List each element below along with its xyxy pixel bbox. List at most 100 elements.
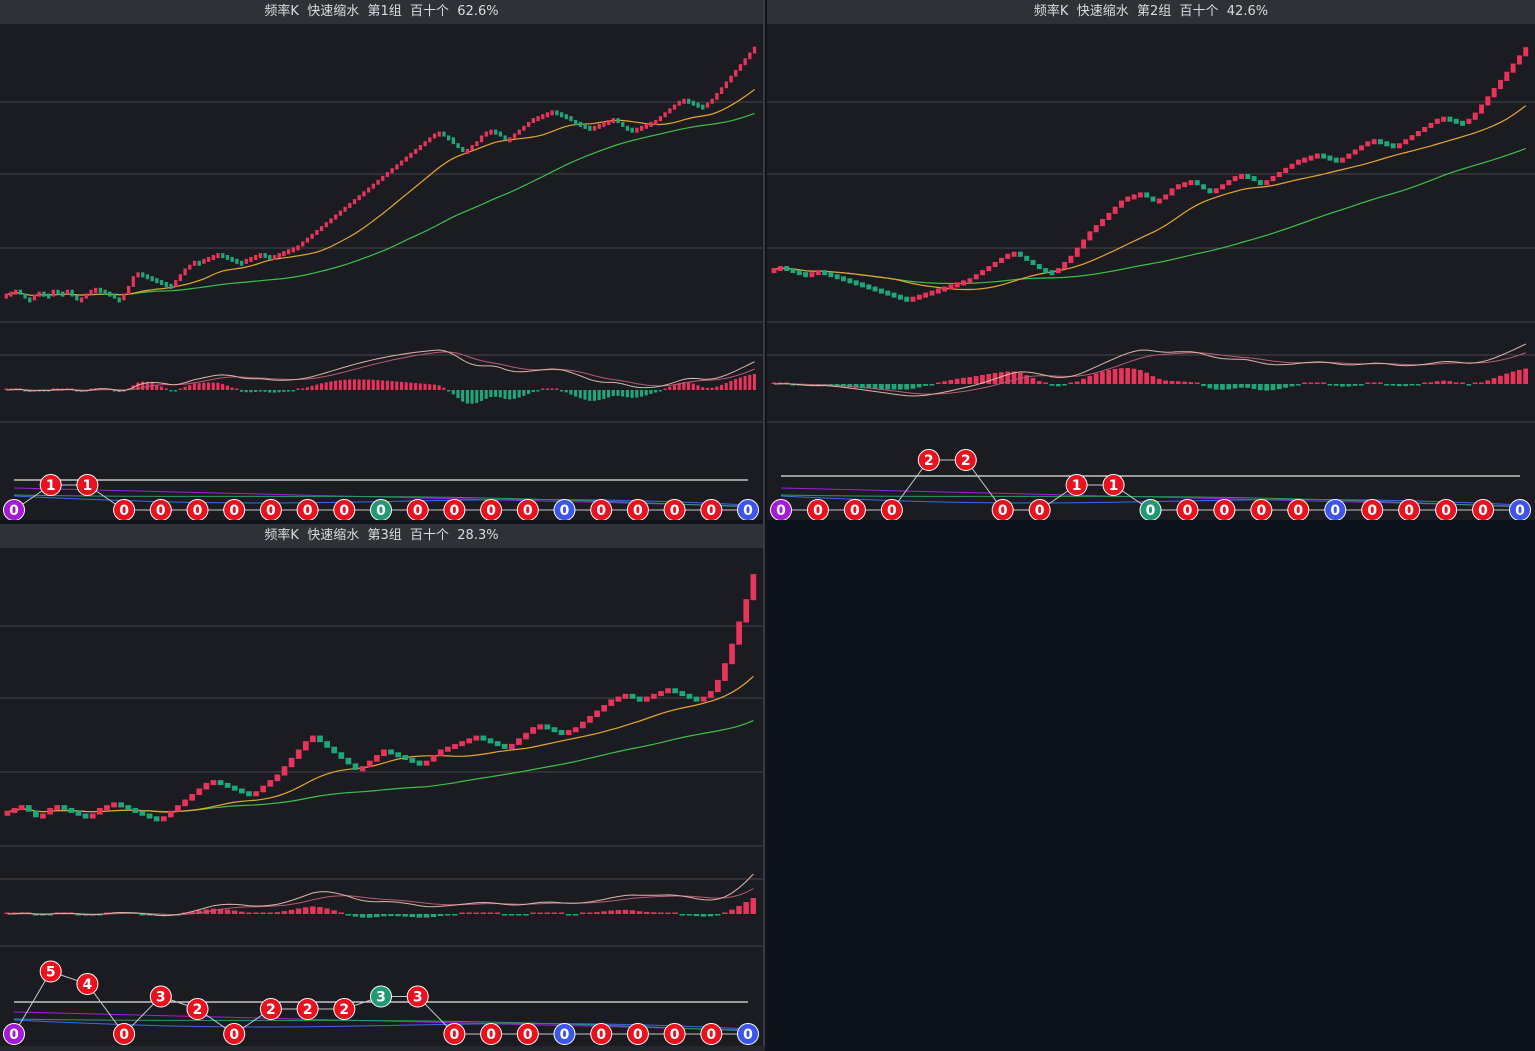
candle bbox=[594, 710, 600, 718]
candle bbox=[239, 260, 244, 266]
macd-bar bbox=[1327, 384, 1333, 386]
macd-bar bbox=[302, 907, 309, 914]
candle bbox=[866, 284, 872, 290]
macd-bar bbox=[189, 911, 195, 914]
signal-badge-label: 0 bbox=[9, 503, 19, 519]
macd-bar bbox=[574, 390, 578, 397]
candle bbox=[1100, 219, 1105, 227]
candle bbox=[430, 755, 437, 762]
candle bbox=[329, 218, 333, 224]
signal-badge-circle bbox=[480, 1023, 503, 1045]
macd-bar bbox=[621, 390, 625, 397]
candle bbox=[324, 222, 328, 228]
candle bbox=[1504, 71, 1510, 81]
signal-badge-label: 0 bbox=[776, 503, 786, 519]
candle bbox=[693, 696, 700, 702]
candle bbox=[352, 199, 357, 205]
macd-bar bbox=[714, 914, 721, 916]
candle bbox=[715, 93, 719, 100]
macd-bar bbox=[1156, 378, 1162, 384]
macd-bar bbox=[4, 388, 8, 390]
macd-bar bbox=[866, 384, 872, 389]
signal-badge-label: 0 bbox=[450, 1027, 460, 1043]
candle bbox=[317, 735, 323, 743]
candle bbox=[409, 152, 413, 158]
signal-badge-label: 0 bbox=[596, 503, 606, 519]
signal-badge-label: 0 bbox=[813, 503, 823, 519]
signal-badge-circle bbox=[516, 499, 539, 520]
candle bbox=[1371, 139, 1377, 145]
macd-bar bbox=[1106, 370, 1112, 384]
macd-bar bbox=[141, 381, 145, 390]
candle bbox=[714, 679, 721, 693]
signal-badge: 0 bbox=[113, 499, 136, 520]
macd-bar bbox=[263, 390, 267, 392]
ma-long-line bbox=[774, 147, 1527, 285]
candle bbox=[710, 98, 714, 104]
signal-badge-circle bbox=[333, 499, 356, 520]
signal-badge: 5 bbox=[39, 960, 62, 983]
candle bbox=[61, 805, 68, 811]
signal-badge-label: 0 bbox=[303, 503, 313, 519]
signal-badge-label: 3 bbox=[156, 990, 166, 1006]
macd-bar bbox=[999, 372, 1004, 384]
signal-badge: 0 bbox=[370, 499, 392, 520]
chart-plot: 0 0 0 0 2 2 0 0 1 1 0 0 0 0 0 0 0 0 0 0 0 bbox=[767, 47, 1535, 520]
macd-bar bbox=[523, 914, 529, 916]
macd-bar bbox=[501, 914, 508, 916]
candle bbox=[536, 116, 540, 122]
signal-badge: 0 bbox=[1213, 499, 1236, 520]
macd-bar bbox=[174, 390, 178, 392]
macd-bar bbox=[1055, 384, 1061, 387]
signal-badge-label: 0 bbox=[523, 1027, 533, 1043]
signal-badge: 0 bbox=[806, 499, 829, 520]
candle bbox=[651, 693, 657, 699]
macd-bar bbox=[362, 379, 366, 390]
candle bbox=[125, 805, 132, 811]
signal-badge: 0 bbox=[700, 1023, 723, 1045]
signal-badge-circle bbox=[149, 499, 172, 520]
macd-bar bbox=[1036, 381, 1042, 384]
candle bbox=[418, 145, 423, 151]
macd-bar bbox=[211, 382, 215, 390]
candle bbox=[388, 749, 394, 755]
candle bbox=[338, 752, 345, 759]
candle bbox=[636, 696, 643, 702]
signal-badge-circle bbox=[843, 499, 866, 520]
macd-bar bbox=[784, 382, 789, 384]
signal-badge-circle bbox=[880, 499, 903, 520]
candle bbox=[51, 289, 55, 297]
candle bbox=[183, 268, 187, 276]
signal-badge-label: 0 bbox=[119, 503, 129, 519]
candle bbox=[1251, 176, 1257, 182]
candle bbox=[480, 735, 487, 741]
signal-badge: 0 bbox=[3, 1023, 25, 1045]
candle bbox=[451, 137, 455, 145]
candle bbox=[796, 270, 802, 276]
macd-bar bbox=[253, 912, 259, 914]
macd-bar bbox=[254, 390, 258, 392]
candle bbox=[390, 168, 394, 174]
macd-bar bbox=[1378, 382, 1383, 384]
candle bbox=[18, 805, 25, 811]
candle bbox=[1182, 182, 1188, 188]
macd-bar bbox=[687, 382, 691, 390]
macd-bar bbox=[1062, 384, 1067, 386]
signal-badge: 0 bbox=[1361, 499, 1384, 520]
candle bbox=[954, 282, 960, 288]
macd-bar bbox=[274, 912, 281, 914]
macd-bar bbox=[1371, 382, 1377, 384]
candle bbox=[108, 291, 112, 297]
signal-badge: 1 bbox=[39, 474, 62, 496]
signal-badge: 0 bbox=[770, 499, 792, 520]
macd-bar bbox=[381, 380, 385, 390]
candle bbox=[112, 293, 117, 299]
macd-bar bbox=[381, 914, 387, 917]
macd-bar bbox=[267, 912, 273, 914]
candle bbox=[75, 810, 82, 816]
macd-bar bbox=[470, 390, 474, 404]
signal-badge: 0 bbox=[3, 499, 25, 520]
ma-long-line bbox=[7, 720, 754, 813]
macd-bar bbox=[1308, 382, 1314, 384]
candle bbox=[1201, 184, 1207, 190]
